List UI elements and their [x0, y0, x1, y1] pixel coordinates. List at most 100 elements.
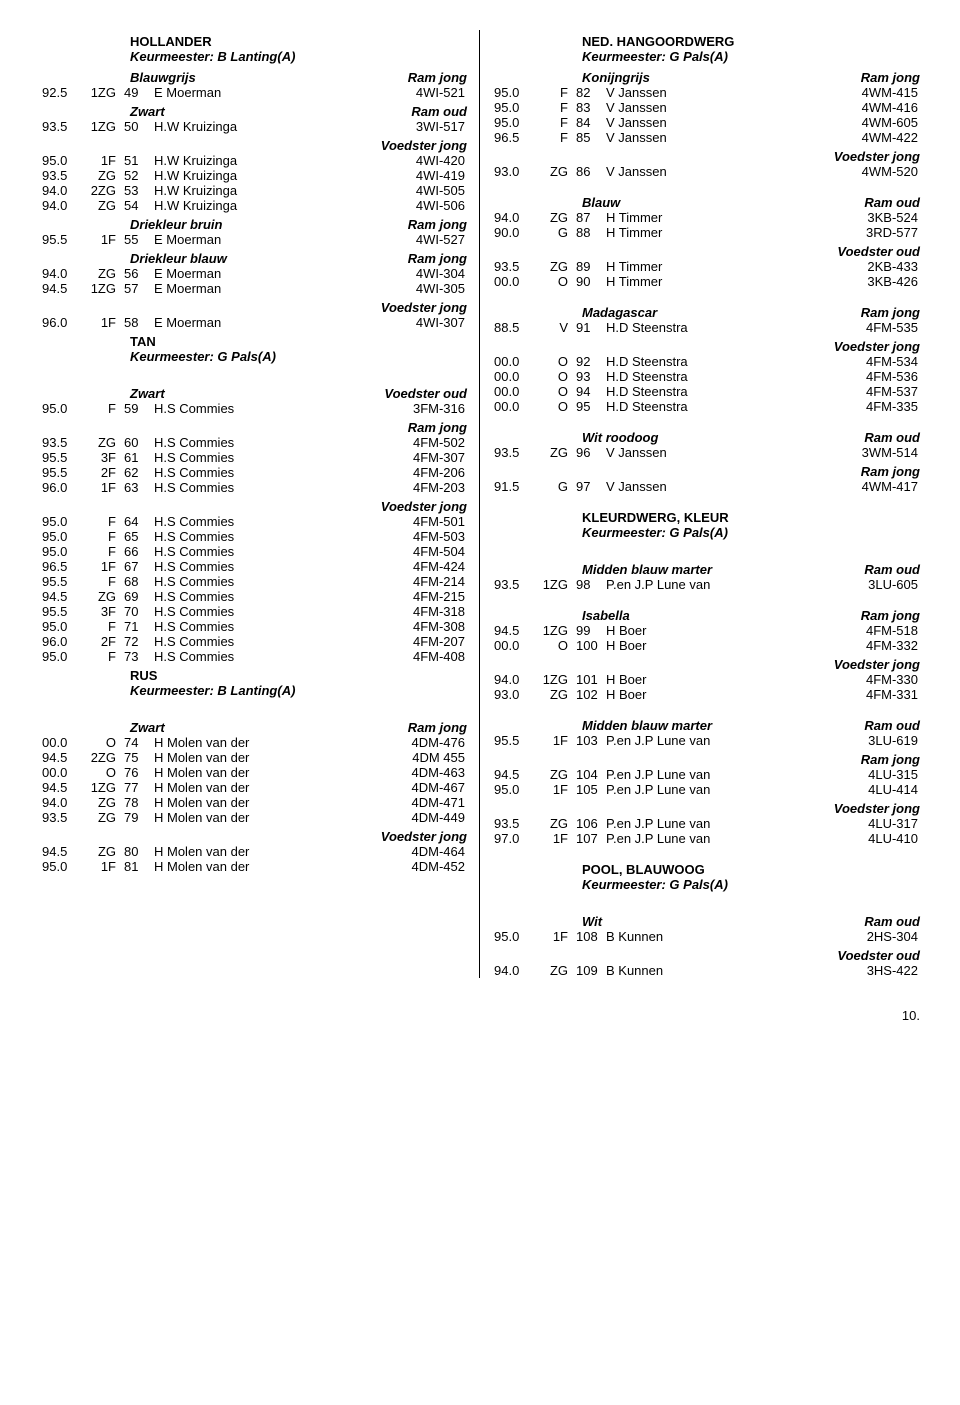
entry-cell: 96.5 — [40, 559, 78, 574]
entry-row: 93.0ZG102H Boer4FM-331 — [492, 687, 920, 702]
entry-cell: 59 — [122, 401, 152, 416]
entry-row: 93.5ZG79H Molen van der4DM-449 — [40, 810, 467, 825]
entry-cell: H Boer — [604, 638, 744, 653]
entry-cell: 4WI-304 — [332, 266, 467, 281]
entry-row: 00.0O74H Molen van der4DM-476 — [40, 735, 467, 750]
entry-cell: 4WM-416 — [767, 100, 920, 115]
subhead-left: Zwart — [40, 104, 165, 119]
entry-cell: ZG — [530, 164, 574, 179]
entry-cell: 00.0 — [40, 765, 78, 780]
entry-cell: 87 — [574, 210, 604, 225]
entry-cell: 1ZG — [530, 577, 574, 592]
subhead-right: Voedster oud — [837, 948, 920, 963]
entry-cell: H.D Steenstra — [604, 384, 795, 399]
sub-heading: WitRam oud — [492, 914, 920, 929]
entry-cell: 93.5 — [40, 435, 78, 450]
entry-cell: 67 — [122, 559, 152, 574]
breed-heading: POOL, BLAUWOOG — [492, 862, 920, 877]
entry-cell: 60 — [122, 435, 152, 450]
entry-cell: 1F — [530, 831, 574, 846]
entry-cell: E Moerman — [152, 85, 332, 100]
subhead-left — [40, 420, 130, 435]
entry-cell: 00.0 — [492, 369, 530, 384]
entry-table: 92.51ZG49E Moerman4WI-521 — [40, 85, 467, 100]
subhead-right: Ram jong — [861, 464, 920, 479]
entry-table: 93.5ZG106P.en J.P Lune van4LU-31797.01F1… — [492, 816, 920, 846]
entry-cell: 4WM-422 — [767, 130, 920, 145]
subhead-right: Ram jong — [861, 305, 920, 320]
subhead-right: Ram oud — [864, 430, 920, 445]
entry-cell: V Janssen — [604, 164, 767, 179]
sub-heading: Midden blauw marterRam oud — [492, 718, 920, 733]
subhead-left: Driekleur bruin — [40, 217, 222, 232]
entry-cell: 71 — [122, 619, 152, 634]
entry-cell: 3LU-605 — [815, 577, 920, 592]
entry-cell: 4WM-415 — [767, 85, 920, 100]
entry-cell: 96.5 — [492, 130, 530, 145]
sub-heading: Voedster jong — [40, 300, 467, 315]
entry-cell: 92 — [574, 354, 604, 369]
entry-cell: 93.5 — [40, 119, 78, 134]
entry-cell: 1F — [78, 232, 122, 247]
subhead-left — [40, 300, 130, 315]
entry-cell: 61 — [122, 450, 152, 465]
entry-table: 94.51ZG99H Boer4FM-51800.0O100H Boer4FM-… — [492, 623, 920, 653]
entry-cell: 64 — [122, 514, 152, 529]
subhead-right: Voedster jong — [381, 138, 467, 153]
judge-line: Keurmeester: G Pals(A) — [40, 349, 467, 364]
entry-cell: 00.0 — [492, 274, 530, 289]
entry-cell: 88.5 — [492, 320, 530, 335]
entry-cell: H Molen van der — [152, 859, 352, 874]
entry-row: 95.0F73H.S Commies4FM-408 — [40, 649, 467, 664]
entry-cell: 94.5 — [40, 750, 78, 765]
spacer — [492, 546, 920, 558]
entry-row: 95.01F51H.W Kruizinga4WI-420 — [40, 153, 467, 168]
sub-heading: ZwartRam jong — [40, 720, 467, 735]
spacer — [492, 702, 920, 714]
sub-heading: Voedster oud — [492, 948, 920, 963]
subhead-right: Ram oud — [411, 104, 467, 119]
entry-cell: G — [530, 225, 574, 240]
entry-row: 94.5ZG80H Molen van der4DM-464 — [40, 844, 467, 859]
entry-cell: 96.0 — [40, 315, 78, 330]
subhead-left: Midden blauw marter — [492, 562, 712, 577]
entry-row: 93.5ZG52H.W Kruizinga4WI-419 — [40, 168, 467, 183]
sub-heading: Voedster oud — [492, 244, 920, 259]
entry-cell: 4FM-330 — [744, 672, 920, 687]
entry-cell: 3FM-316 — [341, 401, 467, 416]
entry-cell: 95.0 — [40, 649, 78, 664]
subhead-left: Midden blauw marter — [492, 718, 712, 733]
entry-cell: 66 — [122, 544, 152, 559]
entry-row: 94.0ZG78H Molen van der4DM-471 — [40, 795, 467, 810]
subhead-right: Ram oud — [864, 195, 920, 210]
entry-cell: 95.5 — [40, 574, 78, 589]
entry-cell: O — [78, 735, 122, 750]
entry-cell: H.S Commies — [152, 559, 341, 574]
entry-cell: 2F — [78, 634, 122, 649]
entry-row: 00.0O92H.D Steenstra4FM-534 — [492, 354, 920, 369]
entry-cell: H Timmer — [604, 210, 768, 225]
entry-table: 93.5ZG60H.S Commies4FM-50295.53F61H.S Co… — [40, 435, 467, 495]
sub-heading: Zwart Ram oud — [40, 104, 467, 119]
subhead-left: Blauwgrijs — [40, 70, 196, 85]
entry-cell: O — [78, 765, 122, 780]
entry-row: 93.51ZG50H.W Kruizinga3WI-517 — [40, 119, 467, 134]
entry-table: 95.0F59H.S Commies3FM-316 — [40, 401, 467, 416]
entry-cell: 1ZG — [78, 780, 122, 795]
entry-cell: F — [78, 619, 122, 634]
entry-cell: 93.5 — [492, 445, 530, 460]
entry-cell: ZG — [78, 435, 122, 450]
sub-heading: Ram jong — [492, 752, 920, 767]
entry-cell: 4DM-449 — [352, 810, 467, 825]
entry-cell: 50 — [122, 119, 152, 134]
entry-row: 93.51ZG98P.en J.P Lune van3LU-605 — [492, 577, 920, 592]
sub-heading: Voedster jong — [492, 657, 920, 672]
entry-cell: 95.0 — [492, 85, 530, 100]
entry-row: 94.5ZG104P.en J.P Lune van4LU-315 — [492, 767, 920, 782]
entry-cell: 4DM-471 — [352, 795, 467, 810]
entry-row: 95.01F81H Molen van der4DM-452 — [40, 859, 467, 874]
entry-cell: 57 — [122, 281, 152, 296]
entry-cell: H Boer — [604, 623, 744, 638]
sub-heading: Driekleur bruinRam jong — [40, 217, 467, 232]
judge-line: Keurmeester: G Pals(A) — [492, 49, 920, 64]
